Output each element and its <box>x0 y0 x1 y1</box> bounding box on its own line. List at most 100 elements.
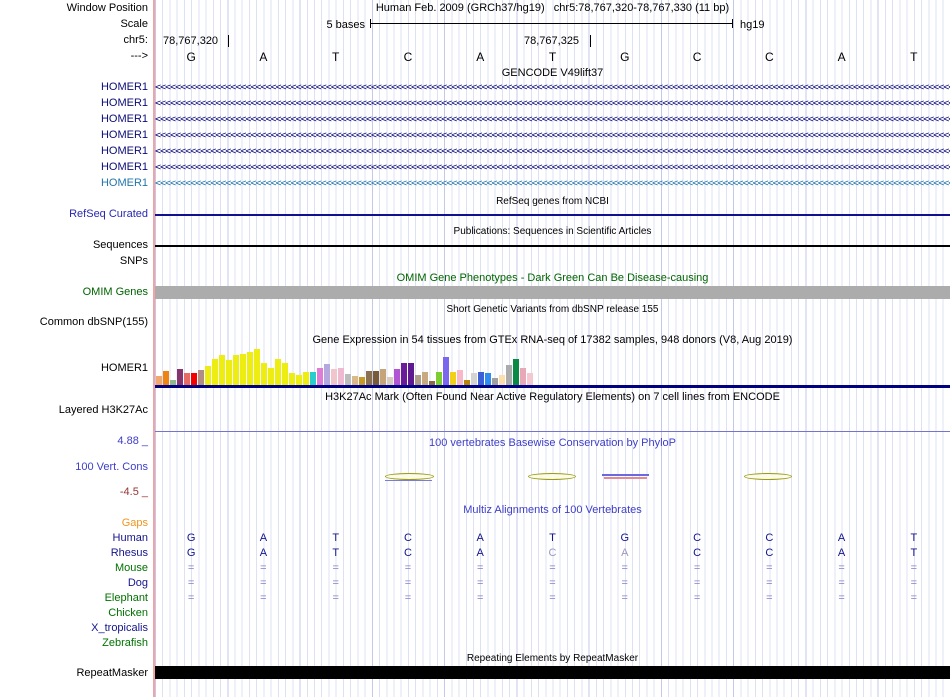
gencode-gene-label[interactable]: HOMER1 <box>100 129 148 141</box>
gtex-tissue-bar[interactable] <box>506 365 512 385</box>
gencode-track-title[interactable]: GENCODE V49lift37 <box>501 67 604 79</box>
gtex-tissue-bar[interactable] <box>233 355 239 385</box>
gencode-transcript-arrows[interactable]: <<<<<<<<<<<<<<<<<<<<<<<<<<<<<<<<<<<<<<<<… <box>155 83 950 93</box>
gtex-tissue-bar[interactable] <box>275 359 281 385</box>
gtex-tissue-bar[interactable] <box>268 368 274 385</box>
refseq-gene-line[interactable] <box>155 214 950 216</box>
gtex-tissue-bar[interactable] <box>310 372 316 385</box>
gtex-tissue-bar[interactable] <box>163 371 169 385</box>
repeatmasker-element-bar[interactable] <box>155 666 950 679</box>
gtex-tissue-bar[interactable] <box>429 381 435 385</box>
gencode-transcript-arrows[interactable]: <<<<<<<<<<<<<<<<<<<<<<<<<<<<<<<<<<<<<<<<… <box>155 115 950 125</box>
publications-track-title[interactable]: Publications: Sequences in Scientific Ar… <box>453 226 652 237</box>
gtex-tissue-bar[interactable] <box>205 366 211 385</box>
gtex-tissue-bar[interactable] <box>359 377 365 385</box>
omim-genes-label[interactable]: OMIM Genes <box>82 286 148 298</box>
phylop-mark-neg[interactable] <box>604 477 647 479</box>
gtex-tissue-bar[interactable] <box>170 380 176 385</box>
gtex-tissue-bar[interactable] <box>499 375 505 385</box>
gtex-tissue-bar[interactable] <box>443 357 449 385</box>
gtex-tissue-bar[interactable] <box>408 363 414 385</box>
gtex-tissue-bar[interactable] <box>191 373 197 385</box>
gtex-tissue-bar[interactable] <box>317 368 323 385</box>
gtex-tissue-bar[interactable] <box>212 359 218 385</box>
gtex-tissue-bar[interactable] <box>457 370 463 385</box>
gtex-tissue-bar[interactable] <box>471 373 477 385</box>
dbsnp-track-title[interactable]: Short Genetic Variants from dbSNP releas… <box>446 304 659 315</box>
multiz-species-label[interactable]: Rhesus <box>110 547 148 559</box>
gtex-gene-label[interactable]: HOMER1 <box>100 362 148 374</box>
gtex-tissue-bar[interactable] <box>261 363 267 385</box>
gtex-tissue-bar[interactable] <box>520 368 526 385</box>
gtex-tissue-bar[interactable] <box>289 373 295 385</box>
gtex-tissue-bar[interactable] <box>345 374 351 385</box>
gtex-tissue-bar[interactable] <box>177 369 183 385</box>
conservation-track-title[interactable]: 100 vertebrates Basewise Conservation by… <box>428 437 677 449</box>
multiz-species-label[interactable]: Gaps <box>121 517 148 529</box>
phylop-mark-oval[interactable] <box>528 473 576 480</box>
gtex-tissue-bar[interactable] <box>219 355 225 385</box>
repeatmasker-label[interactable]: RepeatMasker <box>76 667 148 679</box>
gtex-tissue-bar[interactable] <box>513 359 519 385</box>
gencode-transcript-arrows[interactable]: <<<<<<<<<<<<<<<<<<<<<<<<<<<<<<<<<<<<<<<<… <box>155 179 950 189</box>
gtex-tissue-bar[interactable] <box>247 352 253 385</box>
gtex-tissue-bar[interactable] <box>380 369 386 385</box>
gencode-gene-label[interactable]: HOMER1 <box>100 113 148 125</box>
multiz-species-label[interactable]: Dog <box>127 577 148 589</box>
gtex-tissue-bar[interactable] <box>338 368 344 385</box>
gtex-tissue-bar[interactable] <box>485 373 491 385</box>
gtex-tissue-bar[interactable] <box>450 372 456 385</box>
gtex-tissue-bar[interactable] <box>198 370 204 385</box>
gtex-tissue-bar[interactable] <box>352 376 358 385</box>
gtex-tissue-bar[interactable] <box>240 354 246 385</box>
gtex-tissue-bar[interactable] <box>436 372 442 385</box>
gtex-tissue-bar[interactable] <box>156 376 162 385</box>
phylop-mark-pos[interactable] <box>602 474 649 476</box>
refseq-track-title[interactable]: RefSeq genes from NCBI <box>496 196 609 207</box>
gencode-gene-label[interactable]: HOMER1 <box>100 97 148 109</box>
multiz-track-title[interactable]: Multiz Alignments of 100 Vertebrates <box>463 504 642 516</box>
omim-track-title[interactable]: OMIM Gene Phenotypes - Dark Green Can Be… <box>396 272 709 284</box>
publications-sequence-line[interactable] <box>155 245 950 247</box>
refseq-curated-label[interactable]: RefSeq Curated <box>69 208 148 220</box>
omim-gene-bar[interactable] <box>155 286 950 299</box>
gtex-tissue-bar[interactable] <box>254 349 260 385</box>
repeatmasker-track-title[interactable]: Repeating Elements by RepeatMasker <box>466 653 639 664</box>
multiz-species-label[interactable]: Mouse <box>114 562 148 574</box>
vert-cons-label[interactable]: 100 Vert. Cons <box>75 461 148 473</box>
gencode-transcript-arrows[interactable]: <<<<<<<<<<<<<<<<<<<<<<<<<<<<<<<<<<<<<<<<… <box>155 99 950 109</box>
gtex-tissue-bar[interactable] <box>401 363 407 385</box>
gtex-tissue-bar[interactable] <box>387 377 393 385</box>
gtex-tissue-bar[interactable] <box>324 364 330 385</box>
gtex-tissue-bar[interactable] <box>184 373 190 385</box>
gtex-tissue-bar[interactable] <box>366 371 372 385</box>
gtex-tissue-bar[interactable] <box>464 380 470 385</box>
gtex-tissue-bar[interactable] <box>478 372 484 385</box>
gtex-tissue-bar[interactable] <box>331 369 337 385</box>
gencode-transcript-arrows[interactable]: <<<<<<<<<<<<<<<<<<<<<<<<<<<<<<<<<<<<<<<<… <box>155 131 950 141</box>
strand-direction-label[interactable]: ---> <box>130 50 148 62</box>
gtex-tissue-bar[interactable] <box>226 360 232 385</box>
phylop-mark-oval[interactable] <box>744 473 792 480</box>
gencode-gene-label[interactable]: HOMER1 <box>100 161 148 173</box>
multiz-species-label[interactable]: Zebrafish <box>102 637 148 649</box>
common-dbsnp-label[interactable]: Common dbSNP(155) <box>39 316 148 328</box>
gencode-gene-label[interactable]: HOMER1 <box>100 177 148 189</box>
phylop-mark-oval[interactable] <box>385 473 434 480</box>
multiz-species-label[interactable]: Chicken <box>108 607 148 619</box>
h3k27ac-track-title[interactable]: H3K27Ac Mark (Often Found Near Active Re… <box>325 391 780 403</box>
sequences-label[interactable]: Sequences <box>92 239 148 251</box>
layered-h3k27ac-label[interactable]: Layered H3K27Ac <box>58 404 148 416</box>
multiz-species-label[interactable]: Elephant <box>104 592 148 604</box>
gtex-tissue-bar[interactable] <box>373 371 379 385</box>
multiz-species-label[interactable]: Human <box>112 532 148 544</box>
gtex-tissue-bar[interactable] <box>303 372 309 385</box>
gtex-tissue-bar[interactable] <box>394 369 400 385</box>
gtex-tissue-bar[interactable] <box>415 375 421 385</box>
gtex-track-title[interactable]: Gene Expression in 54 tissues from GTEx … <box>312 334 793 346</box>
gencode-gene-label[interactable]: HOMER1 <box>100 145 148 157</box>
snps-label[interactable]: SNPs <box>119 255 148 267</box>
gtex-tissue-bar[interactable] <box>492 378 498 385</box>
gtex-tissue-bar[interactable] <box>296 375 302 385</box>
gencode-transcript-arrows[interactable]: <<<<<<<<<<<<<<<<<<<<<<<<<<<<<<<<<<<<<<<<… <box>155 163 950 173</box>
